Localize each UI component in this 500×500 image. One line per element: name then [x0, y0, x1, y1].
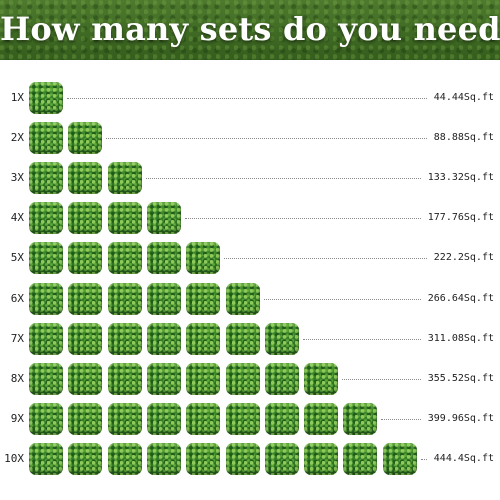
hedge-panel-tile	[186, 242, 221, 275]
hedge-panel-tile	[107, 322, 142, 355]
set-row: 1X 44.44Sq.ft	[0, 79, 500, 117]
hedge-panel-tile	[186, 402, 221, 435]
hedge-panel-tile	[146, 242, 181, 275]
hedge-panel-tile	[107, 282, 142, 315]
row-area-label: 177.76Sq.ft	[427, 212, 494, 224]
hedge-panel-tile	[29, 202, 63, 235]
hedge-panel-tile	[68, 402, 103, 435]
row-multiplier-label: 1X	[10, 91, 24, 104]
header-banner: How many sets do you need	[0, 0, 500, 60]
dotted-leader-line	[67, 98, 427, 99]
hedge-panel-tile	[304, 402, 339, 435]
hedge-panel-tile	[264, 362, 299, 395]
hedge-panel-tile	[29, 242, 63, 275]
row-area-label: 399.96Sq.ft	[427, 412, 494, 424]
hedge-panel-tile	[146, 282, 181, 315]
hedge-panel-tile	[146, 402, 181, 435]
hedge-panel-tile	[29, 442, 63, 475]
hedge-panel-tile	[264, 322, 299, 355]
dotted-leader-line	[224, 258, 427, 260]
hedge-panel-tile	[343, 402, 378, 435]
dotted-leader-line	[263, 298, 421, 300]
hedge-panel-tile	[29, 322, 63, 355]
row-multiplier-label: 4X	[10, 211, 24, 225]
hedge-panel-tile	[68, 322, 103, 355]
hedge-panel-tile	[107, 202, 142, 235]
hedge-panel-tile	[68, 442, 103, 475]
hedge-panel-tile	[107, 442, 142, 475]
set-row: 7X 311.08Sq.ft	[0, 320, 500, 358]
hedge-panel-tile	[225, 282, 260, 315]
hedge-panel-tile	[107, 402, 142, 435]
hedge-panel-tile	[186, 362, 221, 395]
row-area-label: 266.64Sq.ft	[427, 292, 494, 304]
set-row: 2X 88.88Sq.ft	[0, 119, 500, 157]
dotted-leader-line	[302, 338, 421, 340]
hedge-panel-tile	[264, 442, 299, 475]
hedge-panel-tile	[29, 82, 63, 114]
dotted-leader-line	[420, 458, 427, 460]
set-row: 6X 266.64Sq.ft	[0, 280, 500, 318]
hedge-panel-tile	[29, 122, 63, 155]
row-area-label: 133.32Sq.ft	[427, 172, 494, 184]
hedge-panel-tile	[146, 442, 181, 475]
row-multiplier-label: 10X	[4, 451, 24, 465]
row-area-label: 44.44Sq.ft	[433, 92, 494, 103]
hedge-panel-tile	[68, 282, 103, 315]
hedge-panel-tile	[146, 362, 181, 395]
row-multiplier-label: 6X	[10, 291, 24, 305]
hedge-panel-tile	[29, 162, 63, 195]
hedge-panel-tile	[225, 362, 260, 395]
row-multiplier-label: 7X	[10, 331, 24, 345]
hedge-panel-tile	[68, 122, 103, 155]
hedge-panel-tile	[146, 322, 181, 355]
dotted-leader-line	[381, 418, 421, 420]
hedge-panel-tile	[107, 242, 142, 275]
row-area-label: 311.08Sq.ft	[427, 332, 494, 344]
hedge-panel-tile	[107, 162, 142, 195]
row-area-label: 222.2Sq.ft	[433, 252, 494, 264]
hedge-panel-tile	[382, 442, 417, 475]
hedge-panel-tile	[304, 442, 339, 475]
set-row: 8X 355.52Sq.ft	[0, 360, 500, 398]
hedge-panel-tile	[68, 362, 103, 395]
row-area-label: 355.52Sq.ft	[427, 372, 494, 384]
row-multiplier-label: 2X	[10, 131, 24, 145]
banner-title: How many sets do you need	[0, 10, 500, 48]
row-multiplier-label: 8X	[10, 371, 24, 385]
dotted-leader-line	[145, 178, 421, 180]
hedge-panel-tile	[186, 442, 221, 475]
dotted-leader-line	[342, 378, 421, 380]
set-row: 10X 444.4Sq.ft	[0, 440, 500, 478]
dotted-leader-line	[184, 218, 421, 220]
set-row: 4X 177.76Sq.ft	[0, 199, 500, 237]
hedge-panel-tile	[225, 322, 260, 355]
row-multiplier-label: 3X	[10, 171, 24, 185]
hedge-panel-tile	[29, 362, 63, 395]
hedge-panel-tile	[343, 442, 378, 475]
hedge-panel-tile	[29, 402, 63, 435]
dotted-leader-line	[106, 138, 427, 140]
hedge-panel-tile	[68, 202, 103, 235]
hedge-panel-tile	[225, 402, 260, 435]
set-row: 3X 133.32Sq.ft	[0, 159, 500, 197]
set-row: 5X 222.2Sq.ft	[0, 239, 500, 277]
hedge-panel-tile	[186, 322, 221, 355]
row-area-label: 88.88Sq.ft	[433, 132, 494, 144]
hedge-panel-tile	[29, 282, 63, 315]
row-multiplier-label: 9X	[10, 411, 24, 425]
hedge-panel-tile	[186, 282, 221, 315]
hedge-panel-tile	[146, 202, 181, 235]
row-area-label: 444.4Sq.ft	[433, 452, 494, 464]
hedge-panel-tile	[225, 442, 260, 475]
hedge-panel-tile	[107, 362, 142, 395]
row-multiplier-label: 5X	[10, 251, 24, 265]
hedge-panel-tile	[304, 362, 339, 395]
hedge-panel-tile	[68, 242, 103, 275]
hedge-panel-tile	[264, 402, 299, 435]
set-row: 9X 399.96Sq.ft	[0, 400, 500, 438]
hedge-panel-tile	[68, 162, 103, 195]
